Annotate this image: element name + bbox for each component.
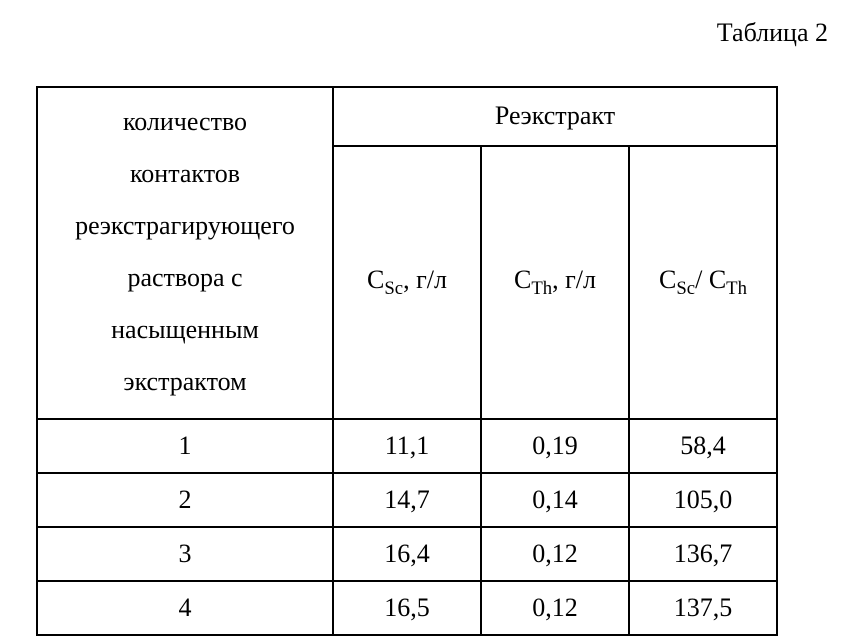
header-cth: CTh, г/л [481,146,629,419]
cell-cth: 0,12 [481,581,629,635]
header-left-line: насыщенным [111,315,259,344]
symbol-c: C [367,265,384,294]
cell-ratio: 136,7 [629,527,777,581]
table-row: 4 16,5 0,12 137,5 [37,581,777,635]
header-left-line: реэкстрагирующего [75,211,295,240]
cell-csc: 16,5 [333,581,481,635]
symbol-c: C [659,265,676,294]
header-left-line: контактов [130,159,240,188]
table-row: 2 14,7 0,14 105,0 [37,473,777,527]
cell-ratio: 137,5 [629,581,777,635]
subscript-sc: Sc [384,278,403,299]
header-contacts-count: количество контактов реэкстрагирующего р… [37,87,333,419]
cell-csc: 14,7 [333,473,481,527]
cell-n: 3 [37,527,333,581]
table-header-row-1: количество контактов реэкстрагирующего р… [37,87,777,146]
unit: , г/л [403,265,447,294]
cell-n: 2 [37,473,333,527]
cell-cth: 0,14 [481,473,629,527]
unit: , г/л [552,265,596,294]
header-left-line: экстрактом [123,367,246,396]
cell-cth: 0,19 [481,419,629,473]
page: Таблица 2 количество контактов реэкстраг… [0,0,868,611]
table-row: 1 11,1 0,19 58,4 [37,419,777,473]
table-row: 3 16,4 0,12 136,7 [37,527,777,581]
slash: / [695,265,709,294]
header-ratio: CSc/ CTh [629,146,777,419]
symbol-c: C [709,265,726,294]
table-body: 1 11,1 0,19 58,4 2 14,7 0,14 105,0 3 16,… [37,419,777,635]
cell-cth: 0,12 [481,527,629,581]
subscript-th: Th [726,278,747,299]
cell-n: 4 [37,581,333,635]
data-table: количество контактов реэкстрагирующего р… [36,86,778,636]
symbol-c: C [514,265,531,294]
header-left-line: количество [123,107,247,136]
cell-ratio: 58,4 [629,419,777,473]
header-left-line: раствора с [127,263,242,292]
cell-n: 1 [37,419,333,473]
subscript-sc: Sc [676,278,695,299]
cell-ratio: 105,0 [629,473,777,527]
table-caption: Таблица 2 [717,18,828,48]
cell-csc: 11,1 [333,419,481,473]
header-reextract: Реэкстракт [333,87,777,146]
cell-csc: 16,4 [333,527,481,581]
subscript-th: Th [531,278,552,299]
header-csc: CSc, г/л [333,146,481,419]
